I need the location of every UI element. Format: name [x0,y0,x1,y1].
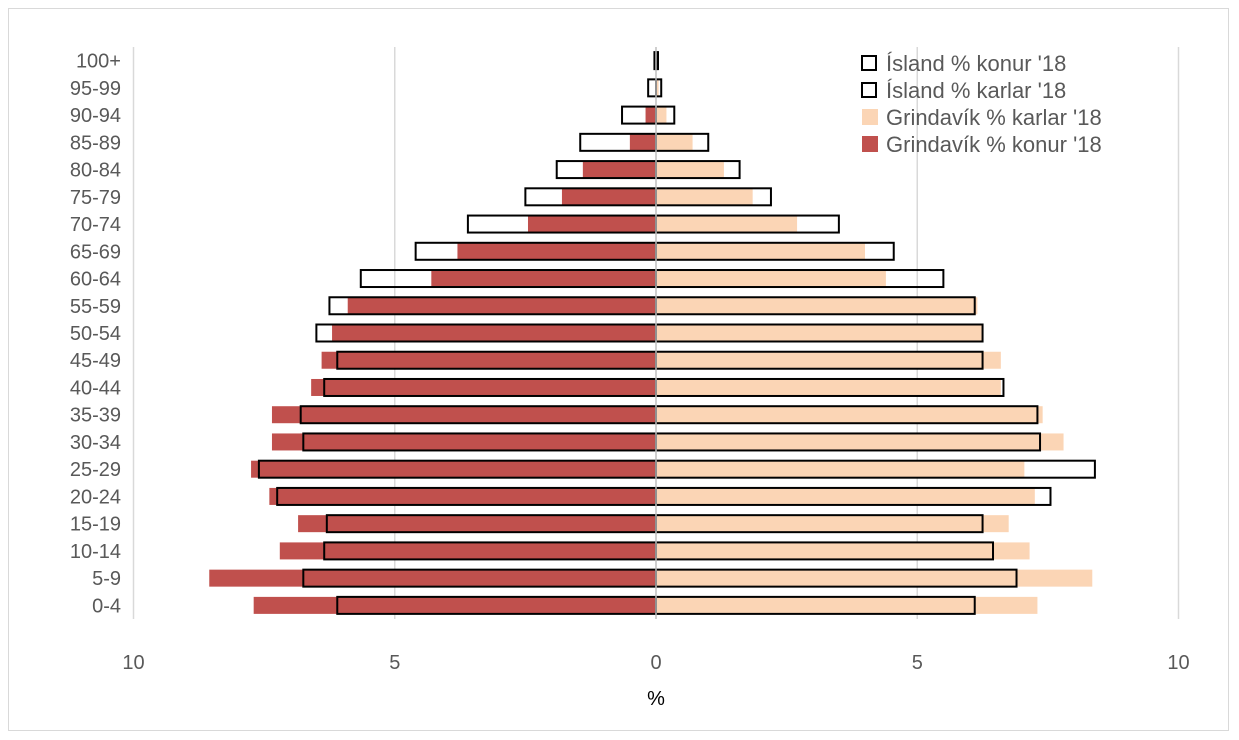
x-axis-title: % [647,688,665,710]
bar-grindavik-konur [298,515,656,533]
y-tick-label: 85-89 [70,132,121,154]
y-tick-label: 5-9 [92,568,121,590]
bar-grindavik-konur [431,270,656,288]
y-tick-label: 10-14 [70,541,121,563]
bar-grindavik-karlar [656,515,1009,533]
bar-grindavik-konur [527,215,656,233]
bar-grindavik-konur [582,161,656,179]
bars [209,51,1096,615]
bar-grindavik-karlar [656,133,693,151]
legend-swatch [862,109,878,125]
bar-grindavik-konur [332,324,656,342]
x-tick-label: 5 [389,652,400,674]
legend-label: Ísland % karlar '18 [886,78,1066,103]
y-tick-label: 25-29 [70,459,121,481]
bar-grindavik-karlar [656,297,978,315]
legend-swatch [862,136,878,152]
axes: 10 5 0 5 10 0-4 5-9 10-14 15-19 20-24 25-29 30-34 35… [70,47,1190,674]
bar-grindavik-karlar [656,270,886,288]
bar-grindavik-karlar [656,188,753,206]
bar-grindavik-konur [457,242,656,260]
bar-grindavik-karlar [656,569,1093,587]
legend-label: Grindavík % konur '18 [886,132,1102,157]
legend-label: Ísland % konur '18 [886,51,1066,76]
x-tick-label: 10 [1167,652,1189,674]
bar-grindavik-konur [209,569,656,587]
y-tick-label: 0-4 [92,595,121,617]
bar-grindavik-konur [645,106,656,124]
y-tick-label: 60-64 [70,269,121,291]
bar-grindavik-karlar [656,460,1025,478]
bar-grindavik-karlar [656,161,724,179]
y-tick-label: 70-74 [70,214,121,236]
bar-grindavik-karlar [656,596,1038,614]
y-tick-label: 65-69 [70,241,121,263]
bar-grindavik-karlar [656,79,659,97]
x-tick-label: 10 [122,652,144,674]
bar-island-konur [647,78,657,98]
population-pyramid-chart: 10 5 0 5 10 0-4 5-9 10-14 15-19 20-24 25-29 30-34 35… [70,47,1190,710]
y-tick-label: 80-84 [70,160,121,182]
y-tick-label: 20-24 [70,486,121,508]
bar-grindavik-karlar [656,406,1043,424]
bar-grindavik-karlar [656,542,1030,560]
bar-grindavik-konur [347,297,656,315]
y-tick-label: 95-99 [70,78,121,100]
bar-grindavik-karlar [656,324,983,342]
y-tick-label: 90-94 [70,105,121,127]
legend-label: Grindavík % karlar '18 [886,105,1102,130]
bar-grindavik-konur [311,378,656,396]
bar-grindavik-karlar [656,378,1001,396]
y-tick-label: 55-59 [70,296,121,318]
y-tick-label: 40-44 [70,377,121,399]
bar-grindavik-karlar [656,487,1035,505]
bar-grindavik-karlar [656,215,798,233]
bar-grindavik-konur [269,487,656,505]
bar-grindavik-karlar [656,242,865,260]
bar-grindavik-karlar [656,106,667,124]
bar-grindavik-konur [251,460,656,478]
legend-swatch [861,82,877,98]
y-tick-label: 30-34 [70,432,121,454]
y-tick-label: 45-49 [70,350,121,372]
bar-grindavik-karlar [656,351,1001,369]
bar-grindavik-karlar [656,433,1064,451]
bar-grindavik-konur [271,406,656,424]
y-tick-label: 50-54 [70,323,121,345]
x-tick-label: 0 [650,652,661,674]
bar-grindavik-konur [253,596,657,614]
legend-swatch [861,55,877,71]
bar-grindavik-konur [271,433,656,451]
bar-grindavik-konur [321,351,656,369]
y-tick-label: 100+ [76,51,121,73]
bar-grindavik-konur [279,542,656,560]
y-tick-label: 35-39 [70,405,121,427]
x-tick-label: 5 [912,652,923,674]
bar-grindavik-konur [561,188,656,206]
bar-grindavik-konur [629,133,656,151]
y-tick-label: 15-19 [70,514,121,536]
chart-area: 10 5 0 5 10 0-4 5-9 10-14 15-19 20-24 25-29 30-34 35… [8,8,1229,731]
y-tick-label: 75-79 [70,187,121,209]
